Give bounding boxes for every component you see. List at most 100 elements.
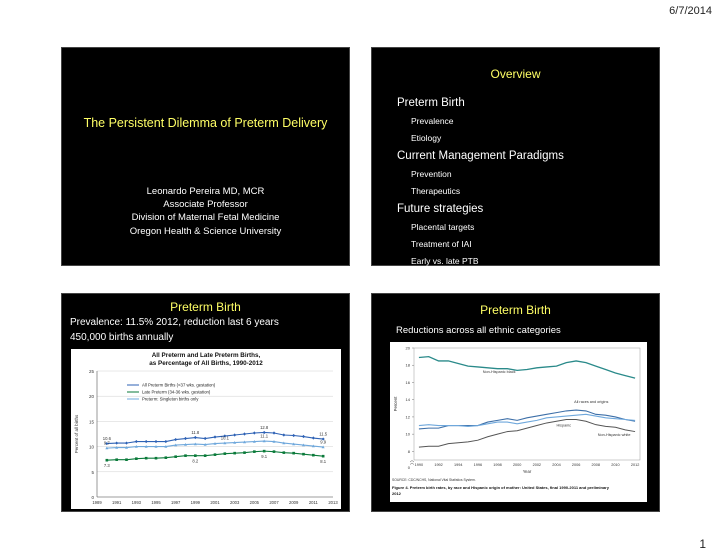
data-point bbox=[292, 442, 296, 446]
data-label: 9.9 bbox=[320, 440, 326, 445]
series-line bbox=[418, 355, 636, 379]
chart-caption-line1: Figure 4. Preterm birth rates, by race a… bbox=[392, 485, 610, 490]
y-tick-label: 0 bbox=[408, 465, 411, 470]
x-tick-label: 1997 bbox=[171, 500, 181, 505]
data-label: 9.1 bbox=[261, 454, 267, 459]
data-point bbox=[115, 446, 119, 449]
data-point bbox=[243, 451, 246, 454]
data-point bbox=[311, 436, 315, 440]
data-label: 11.8 bbox=[191, 430, 200, 435]
data-point bbox=[164, 439, 168, 444]
y-tick-label: 25 bbox=[89, 369, 95, 374]
x-tick-label: 2002 bbox=[533, 463, 541, 467]
legend-label: All Preterm Births (<37 wks. gestation) bbox=[142, 383, 216, 388]
data-point bbox=[115, 458, 118, 462]
series-label: Non-Hispanic white bbox=[598, 433, 631, 437]
y-tick-label: 20 bbox=[406, 346, 411, 351]
slide-preterm-prevalence: Preterm Birth Prevalence: 11.5% 2012, re… bbox=[61, 293, 350, 512]
x-tick-label: 2013 bbox=[328, 500, 338, 505]
data-point bbox=[144, 445, 148, 448]
series-label: Non-Hispanic black bbox=[483, 370, 516, 374]
series-label: All races and origins bbox=[574, 400, 608, 404]
data-point bbox=[252, 439, 256, 443]
data-point bbox=[154, 445, 158, 448]
births-line: 450,000 births annually bbox=[70, 331, 174, 343]
slide-title: The Persistent Dilemma of Preterm Delive… bbox=[61, 47, 350, 266]
data-label: 8.1 bbox=[320, 459, 326, 464]
author-division: Division of Maternal Fetal Medicine bbox=[131, 212, 280, 224]
data-label: 11.5 bbox=[319, 432, 328, 437]
data-point bbox=[213, 441, 217, 445]
outline-subitem: Prevention bbox=[411, 169, 452, 179]
data-point bbox=[174, 437, 178, 442]
outline-subitem: Etiology bbox=[411, 133, 442, 143]
data-point bbox=[302, 452, 305, 456]
chart-source: SOURCE: CDC/NCHS, National Vital Statist… bbox=[392, 478, 476, 482]
data-point bbox=[203, 442, 207, 446]
y-axis-label: Percent bbox=[393, 396, 398, 412]
data-point bbox=[203, 454, 207, 457]
x-tick-label: 2004 bbox=[552, 463, 560, 467]
preterm-chart: All Preterm and Late Preterm Births, as P… bbox=[71, 349, 341, 509]
page-number: 1 bbox=[699, 537, 706, 551]
outline-subitem: Prevalence bbox=[411, 116, 454, 126]
author-block: Leonardo Pereira MD, MCR Associate Profe… bbox=[62, 185, 349, 238]
data-point bbox=[243, 440, 246, 444]
data-point bbox=[184, 454, 187, 457]
outline-item: Future strategies bbox=[397, 203, 484, 215]
legend-label: Late Preterm (34-36 wks. gestation) bbox=[142, 390, 211, 395]
x-tick-label: 2009 bbox=[289, 500, 299, 505]
outline-item: Current Management Paradigms bbox=[397, 150, 564, 162]
data-point bbox=[292, 433, 296, 438]
data-point bbox=[124, 441, 129, 445]
y-tick-label: 10 bbox=[406, 432, 411, 437]
data-point bbox=[312, 453, 315, 457]
data-point bbox=[213, 435, 217, 439]
chart-title-line2: as Percentage of All Births, 1990-2012 bbox=[149, 360, 263, 367]
ethnic-chart: 8 10 12 14 16 18 20 0 Percent 1990 1992 1994 1996 199… bbox=[390, 342, 647, 502]
data-point bbox=[311, 444, 315, 448]
ethnic-subtitle: Reductions across all ethnic categories bbox=[396, 325, 561, 336]
data-point bbox=[154, 439, 158, 444]
slide-overview: Overview Preterm Birth Prevalence Etiolo… bbox=[371, 47, 660, 266]
x-tick-label: 2010 bbox=[611, 463, 619, 467]
y-tick-label: 12 bbox=[406, 414, 411, 419]
x-tick-label: 1995 bbox=[151, 500, 161, 505]
data-point bbox=[213, 453, 217, 456]
data-point bbox=[154, 456, 158, 460]
data-point bbox=[134, 445, 138, 448]
data-point bbox=[253, 450, 256, 453]
data-point bbox=[164, 445, 168, 448]
x-tick-label: 1994 bbox=[454, 463, 462, 467]
slide-title-text: The Persistent Dilemma of Preterm Delive… bbox=[83, 116, 328, 130]
chart-title-line1: All Preterm and Late Preterm Births, bbox=[152, 352, 261, 359]
data-point bbox=[272, 450, 276, 453]
x-tick-label: 1992 bbox=[434, 463, 442, 467]
data-point bbox=[321, 445, 325, 449]
data-label: 10.6 bbox=[103, 436, 112, 441]
x-tick-label: 2006 bbox=[572, 463, 580, 467]
data-point bbox=[233, 451, 236, 455]
x-tick-label: 2000 bbox=[513, 463, 521, 467]
data-point bbox=[242, 432, 247, 436]
data-point bbox=[125, 458, 128, 462]
author-institution: Oregon Health & Science University bbox=[129, 225, 282, 237]
preterm-chart-svg: All Preterm and Late Preterm Births,as P… bbox=[74, 352, 338, 505]
x-tick-label: 1991 bbox=[112, 500, 122, 505]
data-point bbox=[144, 439, 148, 444]
ethnic-chart-svg: 8 10 12 14 16 18 20 0 Percent 1990 1992 1994 1996 199… bbox=[392, 346, 641, 496]
data-point bbox=[105, 458, 109, 462]
author-name: Leonardo Pereira MD, MCR bbox=[146, 186, 265, 197]
data-point bbox=[115, 441, 119, 445]
y-tick-label: 5 bbox=[91, 470, 94, 475]
y-tick-label: 18 bbox=[406, 363, 411, 368]
x-tick-label: 2012 bbox=[631, 463, 639, 467]
y-tick-label: 10 bbox=[89, 445, 95, 450]
data-point bbox=[282, 441, 286, 445]
data-point bbox=[252, 431, 256, 435]
data-point bbox=[105, 441, 109, 446]
x-tick-label: 1993 bbox=[132, 500, 142, 505]
axis-break bbox=[409, 460, 415, 465]
data-point bbox=[203, 436, 207, 441]
x-tick-label: 2005 bbox=[250, 500, 260, 505]
